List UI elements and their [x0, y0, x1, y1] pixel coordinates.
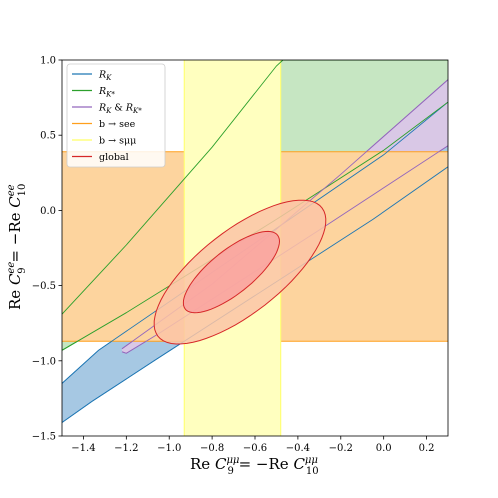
- rk-lower-line-overlay: [62, 166, 448, 423]
- axes: −1.4 −1.2 −1.0 −0.8 −0.6 −0.4 −0.2 0.0 0.2 −1.5 −1…: [32, 56, 449, 454]
- x-tick-label: −1.4: [71, 443, 95, 454]
- legend-label: b → see: [99, 119, 136, 130]
- x-tick-label: −1.2: [114, 443, 138, 454]
- x-tick-label: 0.0: [376, 443, 392, 454]
- legend-box: [66, 63, 166, 168]
- y-tick-label: 0.5: [40, 131, 56, 142]
- x-tick-label: −0.2: [329, 443, 353, 454]
- y-tick-label: 0.0: [40, 206, 56, 217]
- legend-label: RK: [98, 70, 112, 83]
- x-axis-label: Re Cμμ 9 = −Re Cμμ 10: [190, 455, 319, 477]
- legend-label: b → sμμ: [99, 136, 136, 147]
- x-tick-label: −0.6: [243, 443, 267, 454]
- global-ellipse-1sigma: [182, 230, 281, 314]
- legend: RK RK* RK & RK* b → see b → sμμ global: [66, 63, 166, 168]
- y-axis-label: Re Cee9 = −Re Cee10: [6, 184, 28, 310]
- x-tick-label: −0.8: [200, 443, 224, 454]
- legend-label: RK*: [98, 86, 115, 99]
- y-tick-label: −1.5: [32, 432, 56, 443]
- x-tick-label: −1.0: [157, 443, 181, 454]
- rkstar-upper-line-overlay: [62, 60, 448, 315]
- x-tick-label: −0.4: [286, 443, 310, 454]
- legend-label: global: [99, 152, 129, 163]
- legend-label: RK & RK*: [98, 103, 142, 116]
- plot-area: [62, 60, 448, 436]
- axis-labels: Re Cμμ 9 = −Re Cμμ 10 Re Cee9 = −Re Cee10: [6, 184, 319, 477]
- y-tick-label: 1.0: [40, 56, 56, 67]
- y-tick-label: −1.0: [32, 356, 56, 367]
- y-tick-label: −0.5: [32, 281, 56, 292]
- x-tick-label: 0.2: [419, 443, 435, 454]
